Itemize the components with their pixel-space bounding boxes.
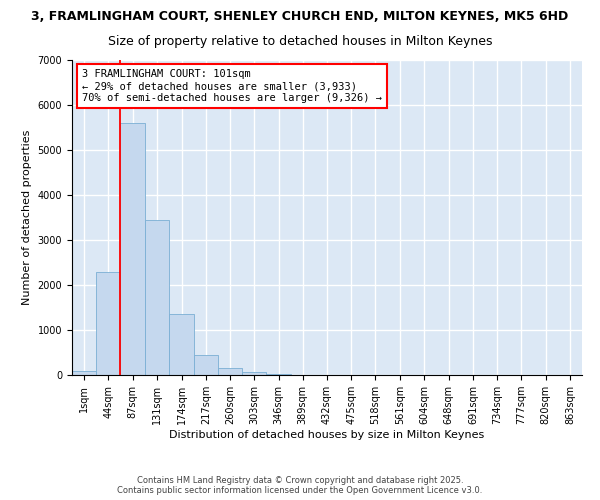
Text: Size of property relative to detached houses in Milton Keynes: Size of property relative to detached ho…: [108, 35, 492, 48]
Y-axis label: Number of detached properties: Number of detached properties: [22, 130, 32, 305]
X-axis label: Distribution of detached houses by size in Milton Keynes: Distribution of detached houses by size …: [169, 430, 485, 440]
Text: 3 FRAMLINGHAM COURT: 101sqm
← 29% of detached houses are smaller (3,933)
70% of : 3 FRAMLINGHAM COURT: 101sqm ← 29% of det…: [82, 70, 382, 102]
Text: Contains HM Land Registry data © Crown copyright and database right 2025.
Contai: Contains HM Land Registry data © Crown c…: [118, 476, 482, 495]
Bar: [121, 123, 145, 375]
Bar: [194, 355, 218, 375]
Bar: [96, 272, 121, 375]
Bar: [218, 368, 242, 375]
Bar: [145, 220, 169, 375]
Bar: [242, 372, 266, 375]
Bar: [169, 314, 194, 375]
Text: 3, FRAMLINGHAM COURT, SHENLEY CHURCH END, MILTON KEYNES, MK5 6HD: 3, FRAMLINGHAM COURT, SHENLEY CHURCH END…: [31, 10, 569, 23]
Bar: [266, 374, 290, 375]
Bar: [72, 370, 96, 375]
